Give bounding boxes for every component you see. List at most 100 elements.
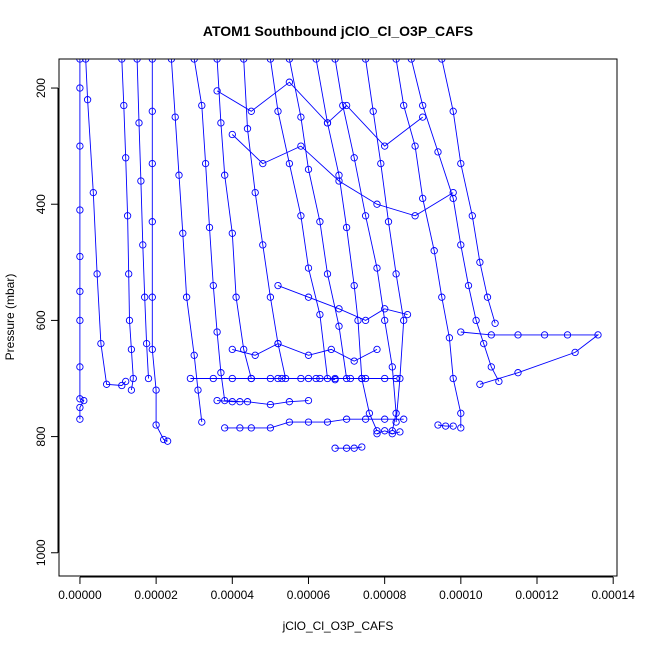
series-line	[136, 59, 149, 379]
series-19	[186, 374, 400, 383]
data-point	[247, 424, 255, 432]
data-point	[457, 159, 465, 168]
series-line	[121, 59, 134, 391]
x-tick-label: 0.00006	[287, 588, 331, 602]
data-point	[381, 305, 389, 313]
data-point	[304, 293, 313, 301]
series-22	[331, 443, 366, 452]
data-point	[127, 345, 136, 354]
data-point	[434, 148, 442, 156]
series-line	[460, 331, 600, 385]
data-point	[392, 374, 400, 383]
data-point	[160, 435, 168, 444]
series-3	[118, 59, 137, 394]
data-point	[190, 351, 198, 359]
series-line	[232, 343, 378, 362]
data-point	[274, 374, 282, 383]
data-point	[76, 363, 84, 371]
data-point	[221, 171, 229, 179]
data-point	[365, 409, 374, 417]
data-point	[89, 188, 97, 197]
data-point	[323, 119, 332, 127]
series-10	[266, 59, 339, 384]
data-point	[342, 444, 351, 452]
data-point	[266, 59, 275, 63]
data-point	[304, 264, 313, 272]
data-point	[97, 339, 105, 348]
x-tick-label: 0.00002	[134, 588, 178, 602]
data-point	[142, 339, 151, 348]
data-point	[335, 177, 343, 185]
data-point	[139, 241, 147, 249]
data-point	[148, 293, 156, 301]
series-18	[457, 328, 602, 388]
data-point	[259, 241, 267, 249]
data-point	[221, 424, 229, 432]
data-point	[127, 386, 136, 394]
data-point	[297, 113, 305, 121]
data-point	[350, 444, 358, 452]
data-point	[350, 154, 358, 162]
data-point	[76, 287, 84, 296]
data-point	[419, 194, 427, 203]
data-point	[76, 395, 84, 403]
series-line	[365, 59, 405, 423]
data-point	[274, 339, 282, 348]
data-point	[594, 331, 602, 339]
data-point	[384, 218, 393, 226]
data-point	[449, 194, 457, 203]
data-point	[118, 381, 126, 390]
data-point	[350, 281, 358, 290]
data-point	[129, 374, 137, 383]
data-point	[198, 418, 206, 426]
data-point	[236, 424, 244, 432]
x-tick-label: 0.00008	[363, 588, 407, 602]
data-point	[381, 427, 389, 435]
data-point	[381, 316, 389, 325]
data-point	[123, 212, 132, 220]
data-point	[392, 409, 400, 417]
data-point	[388, 430, 396, 438]
data-point	[141, 293, 149, 301]
plot-frame	[58, 58, 618, 577]
series-9	[240, 59, 320, 383]
data-point	[361, 374, 370, 383]
data-point	[285, 398, 294, 406]
series-line	[231, 134, 454, 217]
data-point	[468, 212, 476, 220]
series-1	[76, 59, 88, 423]
data-point	[135, 119, 143, 127]
series-line	[437, 424, 454, 427]
data-point	[449, 374, 457, 383]
data-point	[266, 424, 275, 432]
y-tick-label: 600	[34, 310, 48, 330]
x-tick-label: 0.00012	[515, 588, 559, 602]
series-line	[277, 285, 408, 321]
data-point	[373, 200, 381, 208]
series-24	[373, 427, 404, 438]
series-line	[335, 446, 362, 449]
data-point	[122, 154, 130, 162]
data-point	[285, 418, 294, 426]
series-line	[395, 59, 462, 428]
data-point	[148, 218, 156, 226]
data-point	[194, 386, 202, 394]
data-point	[457, 424, 465, 432]
data-point	[76, 59, 84, 63]
series-line	[410, 59, 500, 382]
data-point	[76, 415, 84, 423]
data-point	[430, 247, 438, 255]
series-7	[190, 59, 244, 406]
data-point	[487, 363, 495, 371]
series-line	[85, 59, 127, 386]
data-point	[76, 142, 84, 150]
data-point	[571, 348, 579, 357]
series-line	[334, 59, 397, 431]
series-16	[407, 59, 503, 386]
data-point	[175, 171, 183, 179]
y-axis-label: Pressure (mbar)	[3, 274, 17, 361]
data-point	[323, 418, 332, 426]
data-point	[381, 415, 389, 423]
series-line	[224, 418, 404, 429]
series-line	[269, 59, 336, 381]
